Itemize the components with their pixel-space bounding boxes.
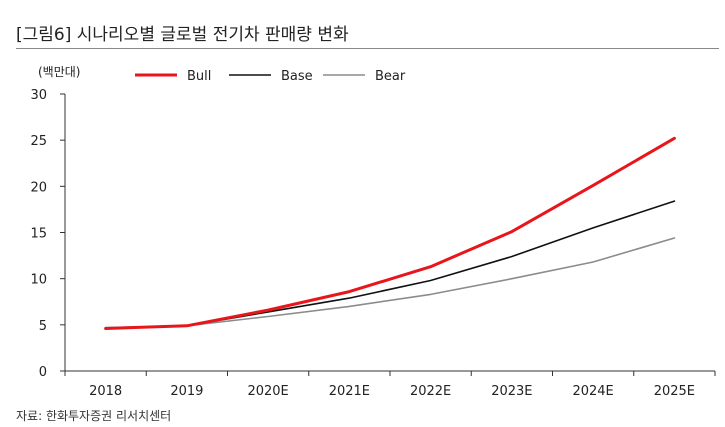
y-tick-label: 30 [30,88,47,103]
x-tick-label: 2022E [410,384,451,399]
y-tick-label: 15 [30,227,47,242]
x-tick-label: 2023E [491,384,532,399]
title-divider [16,48,719,49]
x-tick-label: 2020E [247,384,288,399]
line-chart: (백만대) 0 5 10 15 20 25 30 2018 2019 2020E 2021E 2022E… [30,65,716,399]
y-tick-label: 0 [39,365,47,380]
y-tick-label: 20 [30,180,47,195]
source-note: 자료: 한화투자증권 리서치센터 [16,409,172,423]
series-line-bull [104,136,676,330]
y-tick-label: 25 [30,134,47,149]
x-tick-label: 2021E [329,384,370,399]
chart-title: [그림6] 시나리오별 글로벌 전기차 판매량 변화 [16,25,349,45]
x-tick-label: 2018 [89,384,122,399]
legend-label-bull: Bull [187,69,211,84]
x-tick-label: 2019 [170,384,203,399]
series-line-base [104,200,676,330]
x-tick-label: 2025E [654,384,695,399]
y-tick-label: 5 [39,319,47,334]
x-tick-label: 2024E [572,384,613,399]
y-tick-label: 10 [30,273,47,288]
legend-label-bear: Bear [375,69,406,84]
legend-label-base: Base [281,69,313,84]
series-line-bear [104,237,676,329]
y-axis-label: (백만대) [38,65,80,79]
